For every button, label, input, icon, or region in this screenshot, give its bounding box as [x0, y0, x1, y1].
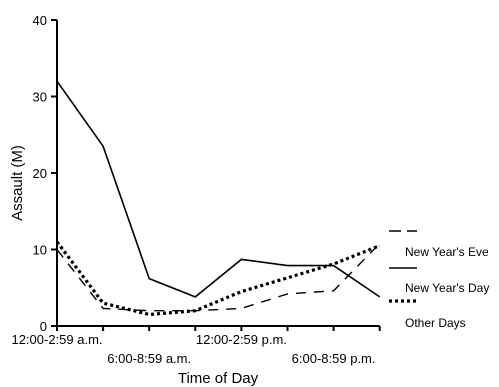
y-tick-label: 30 [33, 90, 47, 105]
y-tick-label: 40 [33, 13, 47, 28]
x-tick-label: 6:00-8:59 p.m. [292, 351, 376, 366]
y-tick-label: 0 [40, 319, 47, 334]
x-tick-label: 12:00-2:59 a.m. [11, 332, 102, 347]
legend-label: New Year's Eve [405, 245, 489, 259]
legend-label: New Year's Day [405, 281, 489, 295]
series-line-new-year-s-eve [56, 242, 381, 312]
x-axis-title: Time of Day [178, 370, 259, 387]
legend: New Year's Eve New Year's Day Other Days [389, 230, 489, 330]
axes: 0 10 20 30 40 12:00-2:59 a.m. 6:00-8:59 a.m. 12… [11, 13, 381, 366]
y-tick-label: 20 [33, 166, 47, 181]
y-tick-label: 10 [33, 243, 47, 258]
y-axis-title: Assault (M) [9, 145, 26, 221]
series-line-other-days [55, 240, 381, 317]
x-tick-label: 6:00-8:59 a.m. [107, 351, 191, 366]
x-tick-label: 12:00-2:59 p.m. [196, 332, 287, 347]
series-layer [55, 80, 381, 317]
legend-label: Other Days [405, 316, 466, 330]
